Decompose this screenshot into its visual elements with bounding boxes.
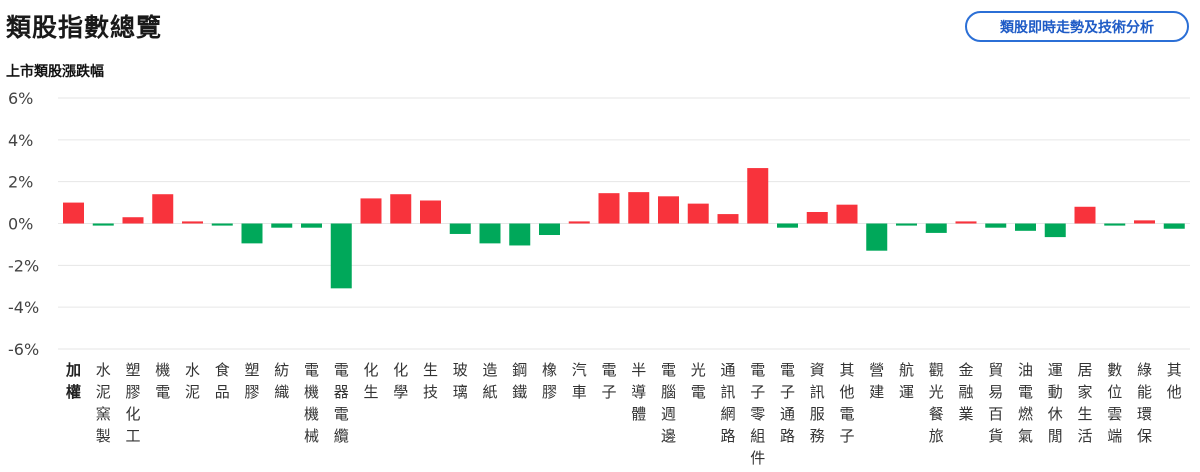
- y-tick-label: 4%: [8, 131, 33, 150]
- category-label: 數位雲端: [1107, 361, 1122, 445]
- category-label: 資訊服務: [810, 361, 825, 445]
- category-label: 油電燃氣: [1018, 361, 1033, 445]
- category-label: 營建: [869, 361, 884, 401]
- bar[interactable]: [92, 223, 114, 226]
- category-label: 綠能環保: [1137, 361, 1152, 445]
- bar[interactable]: [449, 223, 471, 234]
- bar[interactable]: [568, 221, 590, 224]
- bar[interactable]: [539, 223, 560, 236]
- bar[interactable]: [479, 223, 501, 244]
- bar[interactable]: [628, 192, 650, 224]
- bar[interactable]: [777, 223, 798, 228]
- category-label: 觀光餐旅: [929, 361, 944, 445]
- category-label: 貿易百貨: [988, 361, 1003, 445]
- category-label: 通訊網路: [720, 361, 735, 445]
- bar[interactable]: [717, 214, 739, 224]
- grid-layer: 6% 4% 2% 0% -2% -4% -6%: [8, 89, 1190, 359]
- bar[interactable]: [63, 202, 84, 224]
- y-tick-label: 2%: [8, 173, 33, 192]
- category-label: 化生: [363, 361, 378, 401]
- category-label: 橡膠: [542, 361, 557, 401]
- bar[interactable]: [122, 217, 144, 224]
- category-label: 電子: [601, 361, 616, 401]
- bar[interactable]: [301, 223, 322, 228]
- bar[interactable]: [420, 200, 441, 224]
- bar[interactable]: [271, 223, 293, 228]
- chart-title: 上市類股漲跌幅: [6, 64, 104, 80]
- category-label: 電機機械: [304, 361, 319, 445]
- category-label: 金融業: [958, 361, 973, 423]
- category-label: 居家生活: [1077, 361, 1092, 445]
- bar[interactable]: [747, 168, 769, 224]
- category-label: 電器電纜: [334, 361, 349, 445]
- bar[interactable]: [330, 223, 352, 289]
- category-label: 食品: [215, 361, 230, 401]
- bar[interactable]: [509, 223, 531, 246]
- bar[interactable]: [1044, 223, 1066, 238]
- category-label: 光電: [691, 361, 706, 401]
- bar[interactable]: [866, 223, 888, 251]
- y-tick-label: 0%: [8, 215, 33, 234]
- y-tick-label: -2%: [8, 256, 39, 275]
- bar[interactable]: [1074, 206, 1096, 224]
- bar[interactable]: [598, 193, 620, 224]
- bars-layer: [63, 168, 1185, 289]
- bar[interactable]: [390, 194, 412, 224]
- category-label: 機電: [155, 361, 170, 401]
- category-label: 電子通路: [780, 361, 795, 445]
- category-label: 電腦週邊: [661, 361, 676, 445]
- bar[interactable]: [955, 221, 977, 224]
- category-label: 鋼鐵: [512, 361, 527, 401]
- sector-analysis-button[interactable]: 類股即時走勢及技術分析: [965, 11, 1189, 42]
- bar[interactable]: [182, 221, 203, 224]
- category-label: 電子零組件: [750, 361, 765, 467]
- category-label: 半導體: [631, 361, 646, 423]
- category-label: 其他電子: [839, 361, 854, 445]
- category-label: 水泥窯製: [96, 361, 111, 445]
- bar[interactable]: [1134, 220, 1155, 224]
- bar[interactable]: [1163, 223, 1185, 229]
- bar[interactable]: [241, 223, 263, 244]
- page-title: 類股指數總覽: [6, 13, 163, 42]
- category-label: 航運: [899, 361, 914, 401]
- bar[interactable]: [360, 198, 382, 224]
- category-label: 運動休閒: [1048, 361, 1063, 445]
- category-label: 化學: [393, 361, 408, 401]
- y-tick-label: 6%: [8, 89, 33, 108]
- bar[interactable]: [658, 196, 679, 224]
- bar[interactable]: [806, 211, 828, 224]
- bar[interactable]: [152, 194, 174, 224]
- bar[interactable]: [985, 223, 1007, 228]
- bar[interactable]: [925, 223, 947, 233]
- category-label: 汽車: [572, 361, 587, 401]
- bar[interactable]: [896, 223, 917, 226]
- category-label: 生技: [423, 361, 438, 401]
- bar[interactable]: [836, 204, 858, 224]
- labels-layer: 加權水泥窯製塑膠化工機電水泥食品塑膠紡織電機機械電器電纜化生化學生技玻璃造紙鋼鐵…: [65, 361, 1182, 467]
- category-label: 塑膠: [244, 361, 259, 401]
- category-label: 水泥: [185, 361, 200, 401]
- bar[interactable]: [687, 203, 709, 224]
- category-label: 加權: [65, 361, 81, 401]
- category-label: 塑膠化工: [125, 361, 140, 445]
- category-label: 玻璃: [453, 361, 468, 401]
- category-label: 紡織: [274, 361, 289, 401]
- category-label: 其他: [1167, 361, 1182, 401]
- y-tick-label: -6%: [8, 340, 39, 359]
- category-label: 造紙: [482, 361, 497, 401]
- y-tick-label: -4%: [8, 298, 39, 317]
- bar[interactable]: [211, 223, 233, 226]
- bar[interactable]: [1104, 223, 1126, 226]
- bar[interactable]: [1015, 223, 1036, 231]
